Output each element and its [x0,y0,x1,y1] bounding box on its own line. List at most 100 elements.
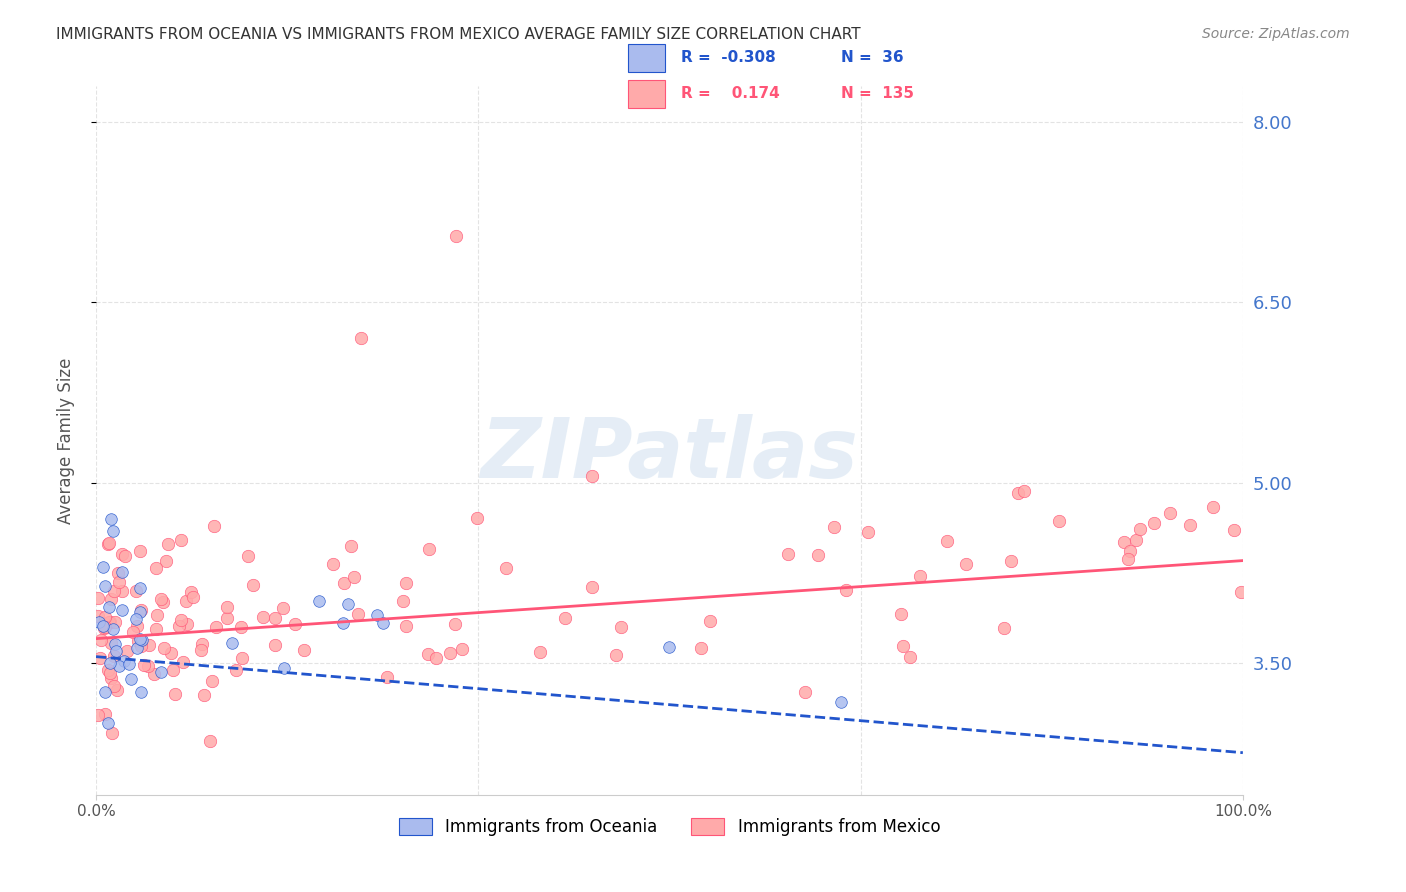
Point [174,594,197,608]
Point [111,603,134,617]
Point [107,566,129,580]
Point [145,607,167,622]
Point [658,640,681,655]
Point [610,620,633,634]
Point [343,570,366,584]
Point [333,575,356,590]
Point [129,544,152,558]
Point [167,619,190,633]
Point [94,685,117,699]
Point [128,605,150,619]
Point [221,636,243,650]
Point [439,646,461,660]
Point [830,695,852,709]
Point [416,647,439,661]
Point [955,557,977,571]
Point [1125,533,1147,547]
Point [100,591,122,606]
Point [114,549,136,563]
Point [176,616,198,631]
Point [87,591,110,606]
Point [103,649,125,664]
Point [98,599,121,614]
Point [418,542,440,557]
Point [93,609,115,624]
Point [835,582,858,597]
Point [231,651,253,665]
Point [129,632,152,647]
Point [273,661,295,675]
Point [100,511,122,525]
Point [91,619,114,633]
Point [778,547,800,561]
Point [145,623,167,637]
Point [856,525,879,540]
Point [284,617,307,632]
Point [217,599,239,614]
Point [129,581,152,595]
Point [170,613,193,627]
Point [201,673,224,688]
Point [444,229,467,244]
Point [366,608,388,623]
Point [1112,535,1135,549]
Point [200,733,222,747]
Point [395,619,418,633]
Point [101,726,124,740]
Point [112,653,135,667]
Point [229,620,252,634]
Point [1129,522,1152,536]
Point [793,685,815,699]
Point [202,518,225,533]
Point [155,554,177,568]
Point [1000,554,1022,568]
Point [1202,500,1225,514]
Point [236,549,259,563]
Point [451,642,474,657]
Text: R =    0.174: R = 0.174 [681,87,779,102]
Point [337,597,360,611]
Point [936,534,959,549]
Point [103,679,125,693]
Point [1143,516,1166,530]
Point [153,640,176,655]
Point [100,636,122,650]
Point [271,601,294,615]
Point [163,687,186,701]
Point [104,615,127,629]
Point [205,620,228,634]
Point [162,663,184,677]
Point [225,663,247,677]
Point [467,511,489,525]
Point [823,519,845,533]
Point [1159,506,1181,520]
Text: ZIPatlas: ZIPatlas [481,414,859,495]
Point [150,665,173,679]
Point [170,533,193,548]
Text: R =  -0.308: R = -0.308 [681,50,775,65]
Point [1119,543,1142,558]
Point [252,610,274,624]
Point [94,619,117,633]
Point [1007,486,1029,500]
Point [1014,484,1036,499]
Point [100,657,122,671]
Text: IMMIGRANTS FROM OCEANIA VS IMMIGRANTS FROM MEXICO AVERAGE FAMILY SIZE CORRELATIO: IMMIGRANTS FROM OCEANIA VS IMMIGRANTS FR… [56,27,860,42]
Point [215,611,238,625]
Point [172,655,194,669]
Point [332,615,354,630]
Point [91,560,114,574]
Point [125,619,148,633]
Point [89,651,111,665]
Point [699,615,721,629]
Point [159,646,181,660]
Text: Source: ZipAtlas.com: Source: ZipAtlas.com [1202,27,1350,41]
Point [127,634,149,648]
Point [125,584,148,599]
Point [308,593,330,607]
Point [190,643,212,657]
Text: N =  36: N = 36 [841,50,904,65]
Point [97,716,120,731]
Point [131,633,153,648]
Point [1047,514,1070,528]
